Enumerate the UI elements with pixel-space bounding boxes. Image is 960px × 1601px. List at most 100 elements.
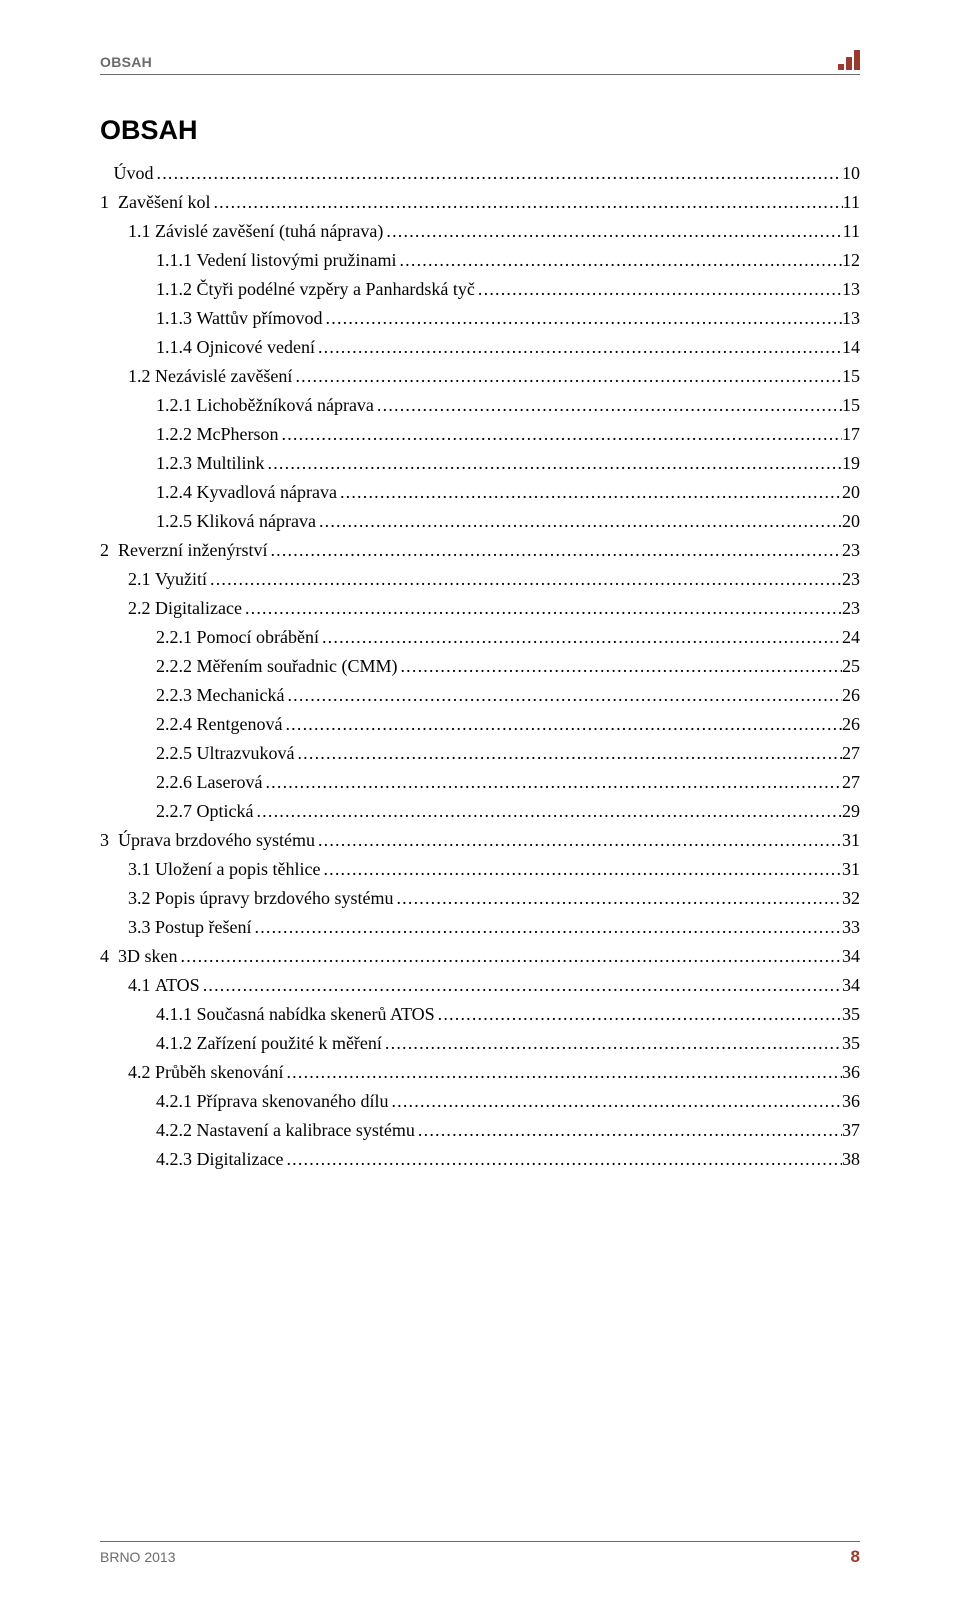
toc-number: 1.1.4 <box>156 338 197 356</box>
toc-number: 4.2.3 <box>156 1150 197 1168</box>
toc-entry[interactable]: 2.1 Využití23 <box>100 570 860 588</box>
toc-leader <box>382 1034 842 1052</box>
toc-entry[interactable]: 2 Reverzní inženýrství23 <box>100 541 860 559</box>
toc-leader <box>396 251 842 269</box>
toc-leader <box>316 512 842 530</box>
toc-entry[interactable]: 2.2.1 Pomocí obrábění24 <box>100 628 860 646</box>
toc-label: Postup řešení <box>155 918 252 936</box>
toc-entry[interactable]: 2.2 Digitalizace23 <box>100 599 860 617</box>
toc-number: 1.2.2 <box>156 425 197 443</box>
toc-page: 24 <box>842 628 860 646</box>
toc-leader <box>374 396 842 414</box>
toc-number: 2.2.4 <box>156 715 197 733</box>
page-number: 8 <box>851 1547 860 1567</box>
toc-entry[interactable]: 1.1.1 Vedení listovými pružinami12 <box>100 251 860 269</box>
toc-entry[interactable]: 3.1 Uložení a popis těhlice31 <box>100 860 860 878</box>
toc-page: 23 <box>842 541 860 559</box>
toc-label: Úprava brzdového systému <box>118 831 315 849</box>
toc-leader <box>337 483 842 501</box>
toc-page: 34 <box>842 976 860 994</box>
toc-page: 31 <box>842 860 860 878</box>
toc-entry[interactable]: 2.2.7 Optická29 <box>100 802 860 820</box>
toc-leader <box>262 773 842 791</box>
toc-leader <box>242 599 842 617</box>
toc-entry[interactable]: 1.1.2 Čtyři podélné vzpěry a Panhardská … <box>100 280 860 298</box>
toc-page: 34 <box>842 947 860 965</box>
toc-page: 26 <box>842 686 860 704</box>
toc-number: 1.2.1 <box>156 396 197 414</box>
toc-entry[interactable]: 1.2.5 Kliková náprava20 <box>100 512 860 530</box>
toc-entry[interactable]: 3.2 Popis úpravy brzdového systému32 <box>100 889 860 907</box>
toc-entry[interactable]: 2.2.2 Měřením souřadnic (CMM)25 <box>100 657 860 675</box>
toc-number: 4.2.1 <box>156 1092 197 1110</box>
toc-number: 2.2.6 <box>156 773 197 791</box>
toc-page: 13 <box>842 309 860 327</box>
toc-page: 29 <box>842 802 860 820</box>
toc-entry[interactable]: 2.2.4 Rentgenová26 <box>100 715 860 733</box>
toc-page: 33 <box>842 918 860 936</box>
toc-entry[interactable]: 4.1.1 Současná nabídka skenerů ATOS35 <box>100 1005 860 1023</box>
table-of-contents: Úvod10 1 Zavěšení kol11 1.1 Závislé zavěše… <box>100 164 860 1168</box>
toc-entry[interactable]: 1.2.1 Lichoběžníková náprava15 <box>100 396 860 414</box>
toc-number: 4.2.2 <box>156 1121 197 1139</box>
toc-entry[interactable]: 2.2.6 Laserová27 <box>100 773 860 791</box>
toc-page: 11 <box>843 193 860 211</box>
toc-leader <box>283 1150 842 1168</box>
toc-label: Ultrazvuková <box>197 744 295 762</box>
toc-number: 3.1 <box>128 860 155 878</box>
toc-label: Nastavení a kalibrace systému <box>197 1121 415 1139</box>
toc-number: 1.1.3 <box>156 309 197 327</box>
header: OBSAH <box>100 48 860 75</box>
toc-leader <box>320 860 842 878</box>
toc-label: Rentgenová <box>197 715 283 733</box>
toc-leader <box>207 570 842 588</box>
toc-entry[interactable]: 4 3D sken34 <box>100 947 860 965</box>
toc-leader <box>252 918 843 936</box>
toc-entry[interactable]: 4.2.2 Nastavení a kalibrace systému37 <box>100 1121 860 1139</box>
toc-page: 12 <box>842 251 860 269</box>
toc-label: Čtyři podélné vzpěry a Panhardská tyč <box>197 280 475 298</box>
toc-label: Průběh skenování <box>155 1063 283 1081</box>
toc-entry[interactable]: 4.2.3 Digitalizace38 <box>100 1150 860 1168</box>
toc-number: 3.2 <box>128 889 155 907</box>
toc-leader <box>294 744 842 762</box>
toc-leader <box>265 454 842 472</box>
logo-icon <box>838 48 860 70</box>
toc-entry[interactable]: 1.2.4 Kyvadlová náprava20 <box>100 483 860 501</box>
toc-leader <box>178 947 843 965</box>
toc-label: Měřením souřadnic (CMM) <box>197 657 398 675</box>
toc-entry[interactable]: 1.1.3 Wattův přímovod13 <box>100 309 860 327</box>
toc-number: 4.1.2 <box>156 1034 197 1052</box>
toc-number: 1.1.1 <box>156 251 197 269</box>
toc-entry[interactable]: 1.1 Závislé zavěšení (tuhá náprava)11 <box>100 222 860 240</box>
footer-left: BRNO 2013 <box>100 1549 175 1565</box>
toc-entry[interactable]: 3 Úprava brzdového systému31 <box>100 831 860 849</box>
toc-entry[interactable]: Úvod10 <box>100 164 860 182</box>
toc-entry[interactable]: 4.2 Průběh skenování36 <box>100 1063 860 1081</box>
toc-leader <box>282 715 842 733</box>
toc-entry[interactable]: 2.2.3 Mechanická26 <box>100 686 860 704</box>
toc-entry[interactable]: 1.2.2 McPherson17 <box>100 425 860 443</box>
toc-entry[interactable]: 4.2.1 Příprava skenovaného dílu36 <box>100 1092 860 1110</box>
toc-label: Současná nabídka skenerů ATOS <box>197 1005 435 1023</box>
toc-page: 36 <box>842 1092 860 1110</box>
toc-leader <box>283 1063 842 1081</box>
toc-entry[interactable]: 1.2.3 Multilink19 <box>100 454 860 472</box>
toc-label: Využití <box>155 570 207 588</box>
toc-entry[interactable]: 4.1 ATOS34 <box>100 976 860 994</box>
toc-leader <box>319 628 842 646</box>
toc-label: Závislé zavěšení (tuhá náprava) <box>155 222 383 240</box>
toc-entry[interactable]: 1 Zavěšení kol11 <box>100 193 860 211</box>
toc-entry[interactable]: 3.3 Postup řešení33 <box>100 918 860 936</box>
toc-number: 1.1.2 <box>156 280 197 298</box>
toc-entry[interactable]: 1.1.4 Ojnicové vedení14 <box>100 338 860 356</box>
toc-leader <box>393 889 842 907</box>
toc-number: 4 <box>100 947 118 965</box>
toc-entry[interactable]: 4.1.2 Zařízení použité k měření35 <box>100 1034 860 1052</box>
toc-entry[interactable]: 2.2.5 Ultrazvuková27 <box>100 744 860 762</box>
toc-entry[interactable]: 1.2 Nezávislé zavěšení15 <box>100 367 860 385</box>
toc-leader <box>154 164 843 182</box>
toc-leader <box>284 686 842 704</box>
toc-number: 4.1 <box>128 976 155 994</box>
toc-page: 25 <box>842 657 860 675</box>
